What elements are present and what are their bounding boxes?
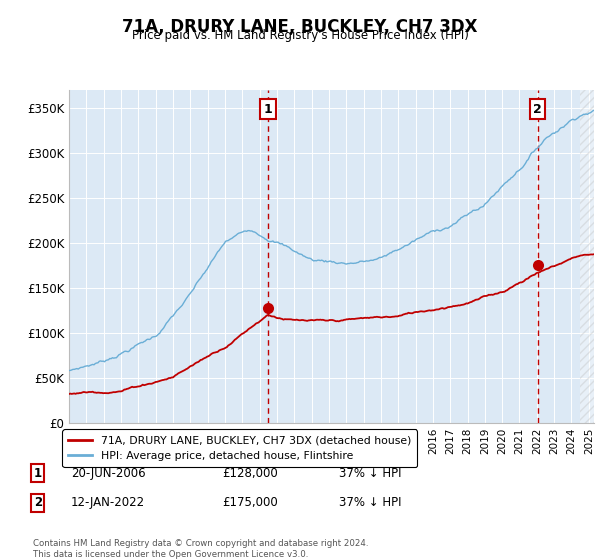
Text: 1: 1	[263, 103, 272, 116]
Text: 2: 2	[34, 497, 42, 510]
Text: 20-JUN-2006: 20-JUN-2006	[71, 467, 146, 480]
Text: 2: 2	[533, 103, 542, 116]
Bar	[580, 81, 598, 423]
Text: 12-JAN-2022: 12-JAN-2022	[71, 497, 145, 510]
Text: 37% ↓ HPI: 37% ↓ HPI	[338, 497, 401, 510]
Text: 1: 1	[34, 467, 42, 480]
Text: £128,000: £128,000	[223, 467, 278, 480]
Text: £175,000: £175,000	[223, 497, 278, 510]
Text: 71A, DRURY LANE, BUCKLEY, CH7 3DX: 71A, DRURY LANE, BUCKLEY, CH7 3DX	[122, 18, 478, 36]
Text: Contains HM Land Registry data © Crown copyright and database right 2024.
This d: Contains HM Land Registry data © Crown c…	[33, 539, 368, 559]
Legend: 71A, DRURY LANE, BUCKLEY, CH7 3DX (detached house), HPI: Average price, detached: 71A, DRURY LANE, BUCKLEY, CH7 3DX (detac…	[62, 430, 417, 467]
Text: 37% ↓ HPI: 37% ↓ HPI	[338, 467, 401, 480]
Text: Price paid vs. HM Land Registry's House Price Index (HPI): Price paid vs. HM Land Registry's House …	[131, 29, 469, 42]
